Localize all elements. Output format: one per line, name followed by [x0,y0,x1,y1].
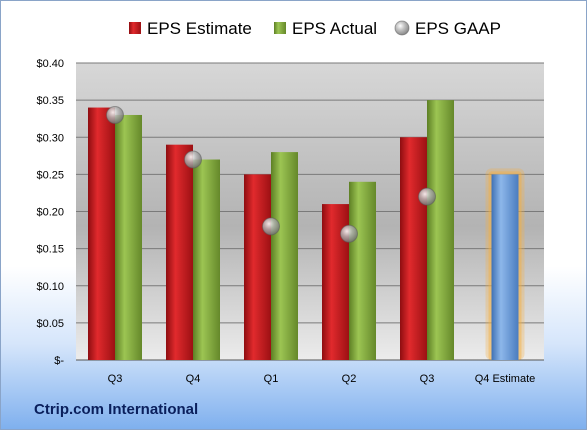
bar-forecast-estimate [491,174,519,360]
point-eps-gaap [262,217,280,236]
point-eps-gaap [340,224,358,243]
bar-eps-estimate [166,144,193,360]
legend-swatch [274,22,286,34]
gaap-points [106,105,436,243]
y-tick-label: $0.20 [36,207,64,219]
legend-label: EPS Actual [292,19,377,38]
y-axis-ticks: $- $0.05 $0.10 $0.15 $0.20 $0.25 $0.30 $0.35 $0.… [36,58,64,367]
company-name: Ctrip.com International [34,401,199,418]
point-eps-gaap [184,150,202,169]
bar-eps-actual [271,152,298,360]
legend-label: EPS Estimate [147,19,252,38]
x-tick-label: Q2 [342,373,357,385]
bar-eps-estimate [88,107,115,360]
bar-eps-actual [193,159,220,360]
y-tick-label: $0.15 [36,244,64,256]
x-tick-label: Q4 Estimate [475,373,536,385]
y-tick-label: $0.25 [36,169,64,181]
legend-swatch [394,20,410,36]
legend-label: EPS GAAP [415,19,501,38]
x-tick-label: Q4 [186,373,201,385]
y-tick-label: $0.30 [36,132,64,144]
y-tick-label: $- [54,355,64,367]
y-tick-label: $0.40 [36,58,64,70]
x-axis-ticks: Q3 Q4 Q1 Q2 Q3 Q4 Estimate [108,373,536,385]
bar-eps-actual [349,181,376,360]
bar-eps-estimate [400,137,427,360]
x-tick-label: Q3 [420,373,435,385]
legend: EPS Estimate EPS Actual EPS GAAP [129,19,501,38]
x-tick-label: Q3 [108,373,123,385]
y-tick-label: $0.35 [36,95,64,107]
bar-eps-actual [115,114,142,360]
bar-eps-actual [427,100,454,360]
bar-eps-estimate [244,174,271,360]
gridlines [76,62,544,361]
x-tick-label: Q1 [264,373,279,385]
point-eps-gaap [418,187,436,206]
y-tick-label: $0.05 [36,318,64,330]
point-eps-gaap [106,105,124,124]
bars [88,100,525,360]
legend-swatch [129,22,141,34]
y-tick-label: $0.10 [36,281,64,293]
